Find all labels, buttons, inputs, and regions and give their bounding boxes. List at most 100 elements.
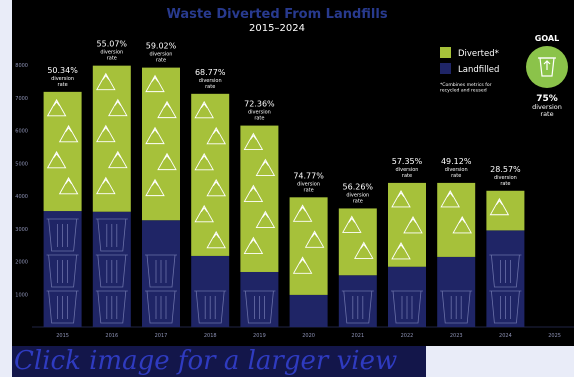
trash-can-icon	[95, 218, 128, 252]
trash-can-icon	[489, 254, 522, 288]
recycle-icon	[58, 176, 79, 195]
bar-label-sub: rate	[304, 187, 314, 193]
bar-percent-label: 68.77%	[195, 68, 226, 77]
trash-can-icon	[391, 290, 423, 324]
trash-can-icon	[145, 254, 177, 288]
bar-label-sub: rate	[156, 58, 166, 64]
recycle-icon	[145, 178, 165, 197]
y-tick-label: 3000	[15, 227, 28, 233]
bar-label-sub: rate	[402, 173, 412, 179]
y-tick-label: 8000	[15, 63, 28, 69]
recycle-icon	[292, 256, 313, 274]
trash-can-icon	[46, 218, 79, 252]
trash-can-icon	[145, 290, 177, 324]
larger-view-link[interactable]: Click image for a larger view	[12, 346, 426, 377]
recycle-icon	[255, 210, 276, 229]
bar-label-sub: diversion	[51, 76, 74, 82]
bar-label-sub: rate	[254, 116, 264, 122]
x-tick-label: 2024	[499, 333, 512, 339]
waste-chart: Waste Diverted From Landfills 2015–2024 …	[12, 0, 574, 346]
legend-label-diverted: Diverted*	[458, 49, 499, 59]
recycle-icon	[157, 152, 177, 171]
bar-label-sub: diversion	[150, 52, 173, 58]
bar-diverted	[191, 93, 230, 256]
bar-label-sub: diversion	[297, 181, 320, 187]
legend-swatch-landfilled	[440, 63, 451, 74]
bar-label-sub: rate	[58, 82, 68, 88]
recycle-icon	[440, 189, 460, 208]
bar-label-sub: diversion	[248, 110, 271, 116]
y-tick-label: 2000	[15, 260, 28, 266]
recycle-icon	[243, 236, 264, 255]
recycle-icon	[58, 124, 79, 143]
recycle-icon	[206, 178, 226, 197]
recycle-icon	[452, 215, 472, 234]
bar-landfilled	[289, 294, 328, 327]
y-tick-label: 5000	[15, 161, 28, 167]
trash-can-icon	[440, 290, 473, 324]
x-tick-label: 2016	[105, 333, 118, 339]
bar-label-sub: rate	[451, 173, 461, 179]
trash-can-icon	[341, 290, 374, 324]
x-tick-label: 2023	[450, 333, 463, 339]
bar-label-sub: rate	[353, 198, 363, 204]
goal-label: GOAL	[535, 34, 559, 43]
recycle-icon	[403, 215, 423, 234]
x-tick-label: 2025	[548, 333, 561, 339]
trash-can-icon	[95, 254, 128, 288]
trash-can-icon	[194, 290, 227, 324]
bar-percent-label: 50.34%	[47, 66, 78, 75]
bar-percent-label: 74.77%	[293, 171, 324, 180]
y-tick-label: 1000	[15, 292, 28, 298]
x-tick-label: 2018	[204, 333, 217, 339]
recycle-icon	[304, 230, 325, 248]
recycle-icon	[96, 176, 116, 195]
bar-label-sub: rate	[205, 84, 215, 90]
recycle-icon	[108, 98, 128, 117]
bar-percent-label: 49.12%	[441, 157, 472, 166]
recycle-icon	[391, 189, 411, 208]
recycle-icon	[255, 158, 276, 177]
legend-swatch-diverted	[440, 47, 451, 58]
bar-label-sub: diversion	[494, 175, 517, 181]
bar-percent-label: 56.26%	[343, 182, 374, 191]
recycle-icon	[46, 150, 67, 169]
bar-label-sub: diversion	[346, 192, 369, 198]
bar-label-sub: diversion	[396, 167, 419, 173]
recycle-icon	[108, 150, 128, 169]
bars: 50.34%diversionrate55.07%diversionrate59…	[43, 40, 525, 327]
bar-label-sub: diversion	[445, 167, 468, 173]
bar-percent-label: 55.07%	[97, 40, 128, 49]
recycle-icon	[194, 204, 214, 223]
goal-badge: GOAL 75% diversion rate	[526, 34, 568, 118]
bar-diverted	[338, 208, 377, 276]
recycle-icon	[342, 215, 362, 233]
bar-percent-label: 28.57%	[490, 165, 521, 174]
legend-note: *Combines metrics for recycled and reused	[440, 82, 492, 94]
bar-diverted	[289, 197, 328, 295]
x-tick-label: 2022	[401, 333, 414, 339]
y-tick-label: 4000	[15, 194, 28, 200]
goal-sub: diversion rate	[532, 103, 562, 118]
chart-title: Waste Diverted From Landfills	[166, 7, 387, 22]
x-tick-label: 2021	[351, 333, 364, 339]
bar-label-sub: rate	[500, 181, 510, 187]
legend: Diverted* Landfilled *Combines metrics f…	[440, 47, 499, 94]
bar-diverted	[486, 190, 525, 231]
bar-percent-label: 72.36%	[244, 100, 275, 109]
recycle-icon	[145, 126, 165, 145]
x-tick-label: 2017	[155, 333, 168, 339]
y-tick-label: 6000	[15, 129, 28, 135]
recycle-icon	[157, 100, 177, 119]
legend-label-landfilled: Landfilled	[458, 65, 499, 75]
recycle-icon	[206, 126, 226, 145]
trash-can-icon	[243, 290, 276, 324]
recycle-icon	[194, 100, 214, 119]
bar-label-sub: diversion	[100, 50, 123, 56]
x-tick-label: 2019	[253, 333, 266, 339]
bar-percent-label: 59.02%	[146, 42, 177, 51]
recycle-icon	[46, 98, 67, 117]
recycle-icon	[391, 241, 411, 260]
recycle-icon	[194, 152, 214, 171]
bar-percent-label: 57.35%	[392, 157, 423, 166]
